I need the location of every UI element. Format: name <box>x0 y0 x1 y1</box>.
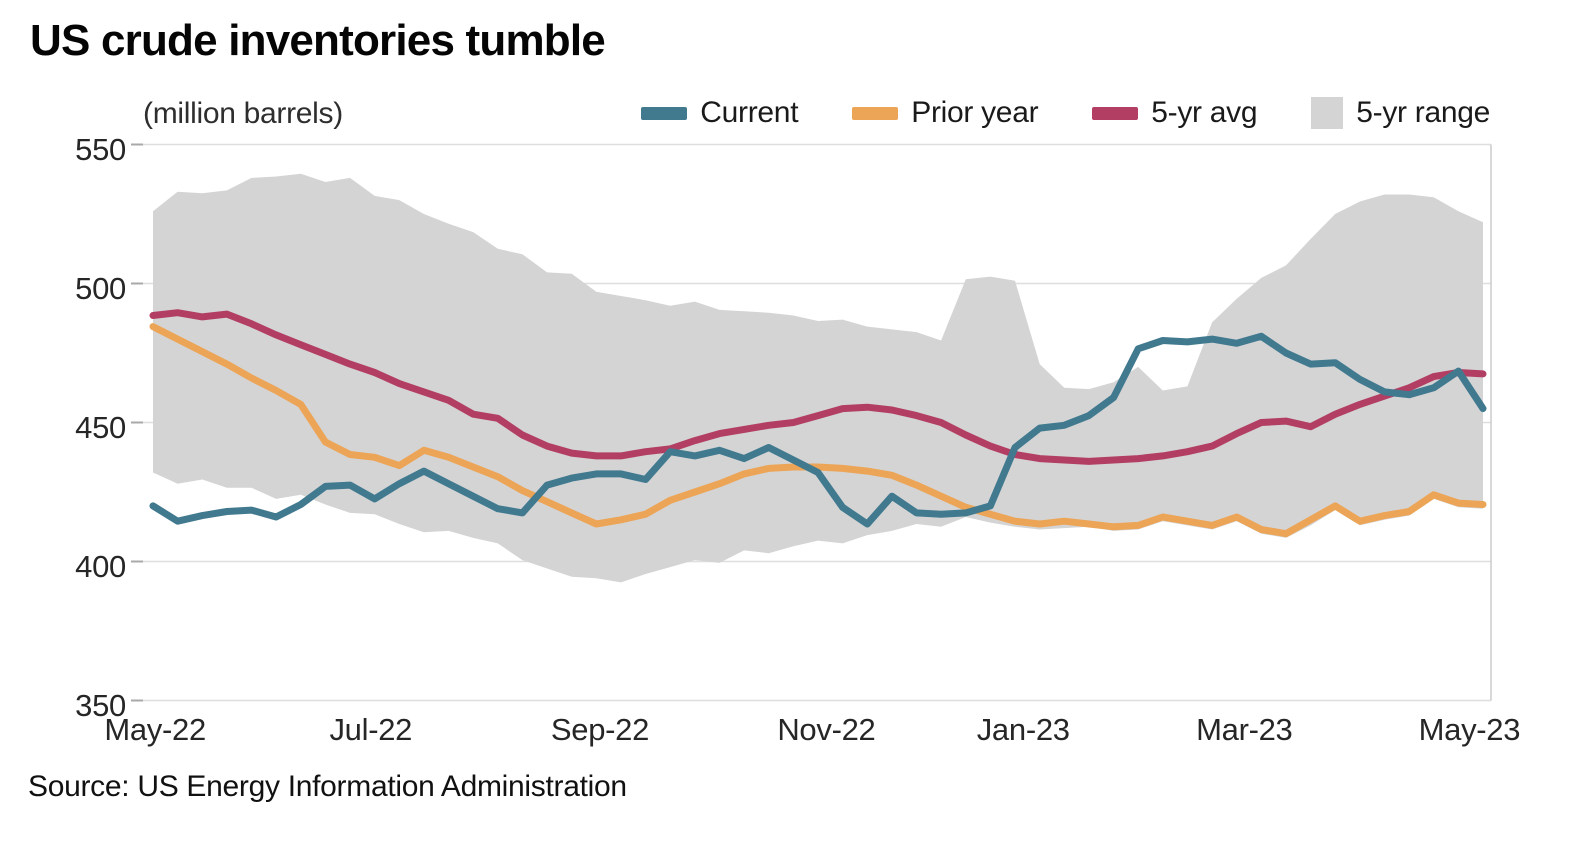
legend-swatch-current <box>641 106 688 120</box>
x-axis-label-nov-22: Nov-22 <box>777 712 876 747</box>
legend-item-5-yr-avg: 5-yr avg <box>1092 96 1258 130</box>
source-note: Source: US Energy Information Administra… <box>28 770 627 803</box>
x-axis-label-mar-23: Mar-23 <box>1196 712 1293 747</box>
legend-label-5-yr-avg: 5-yr avg <box>1151 96 1258 129</box>
legend-item-5-yr-range: 5-yr range <box>1311 96 1490 130</box>
legend-label-5-yr-range: 5-yr range <box>1356 96 1490 129</box>
x-axis-label-may-22: May-22 <box>104 712 206 747</box>
legend: Current Prior year 5-yr avg 5-yr range <box>641 92 1490 134</box>
legend-swatch-5-yr-range <box>1311 97 1344 129</box>
chart-unit-label: (million barrels) <box>143 97 343 130</box>
legend-label-current: Current <box>700 96 799 129</box>
x-axis-label-may-23: May-23 <box>1418 712 1521 747</box>
x-axis-label-jan-23: Jan-23 <box>976 712 1070 747</box>
legend-swatch-5-yr-avg <box>1092 106 1139 120</box>
band-5yr-range <box>153 173 1483 583</box>
y-axis-label-400: 400 <box>75 548 126 584</box>
line-5-yr-avg <box>149 309 1487 465</box>
y-axis-label-450: 450 <box>75 409 126 445</box>
line-current <box>149 332 1487 528</box>
y-axis-label-500: 500 <box>75 270 126 306</box>
legend-item-current: Current <box>641 96 799 130</box>
chart-title: US crude inventories tumble <box>30 16 606 65</box>
x-axis-label-sep-22: Sep-22 <box>550 712 650 747</box>
legend-item-prior-year: Prior year <box>852 96 1039 130</box>
y-axis-label-350: 350 <box>75 687 126 723</box>
line-prior-year <box>149 323 1487 538</box>
y-axis-label-550: 550 <box>75 131 126 167</box>
legend-label-prior-year: Prior year <box>911 96 1039 129</box>
legend-swatch-prior-year <box>852 106 899 120</box>
x-axis-label-jul-22: Jul-22 <box>329 712 413 747</box>
